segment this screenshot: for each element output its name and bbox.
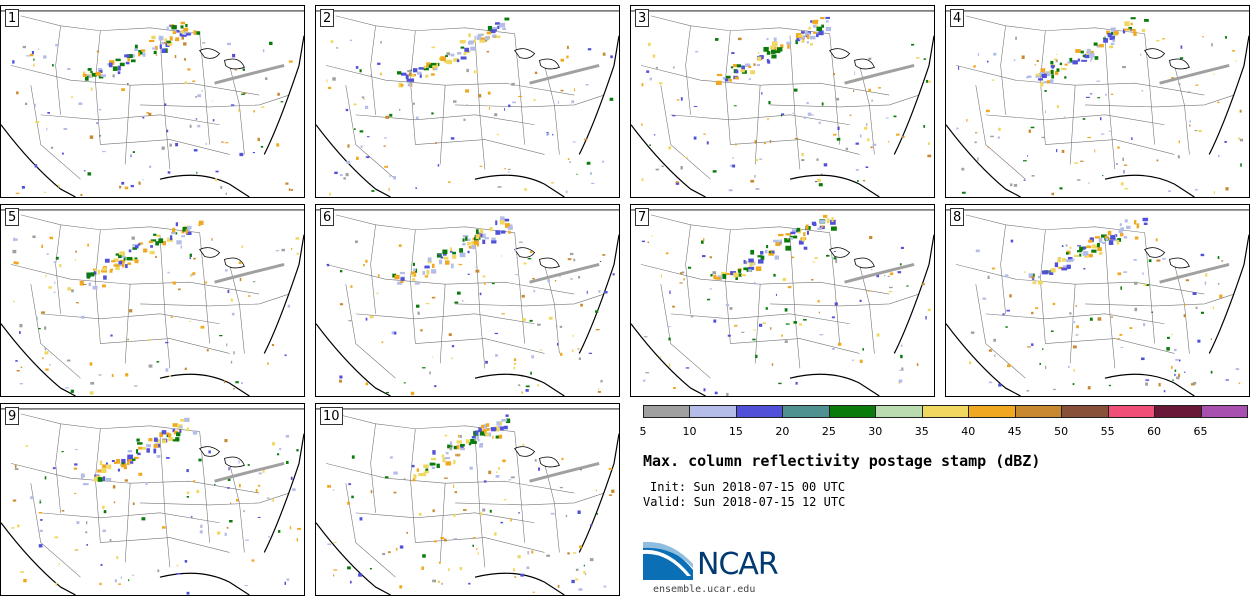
colorbar-swatch [1200,405,1248,418]
colorbar-tick-label: 45 [1007,425,1022,438]
member-number: 6 [320,208,335,226]
reflectivity-map [1,205,304,396]
colorbar-tick-label: 60 [1147,425,1162,438]
colorbar-swatch [968,405,1016,418]
colorbar-tick-label: 5 [639,425,647,438]
member-number: 2 [320,9,335,27]
figure-title: Max. column reflectivity postage stamp (… [643,452,1041,470]
colorbar-tick-label: 35 [914,425,929,438]
ensemble-member-map: 5 [0,204,305,397]
ensemble-member-map: 4 [945,5,1250,198]
reflectivity-map [1,404,304,595]
ncar-logo-icon [643,541,693,580]
colorbar-tick-label: 15 [728,425,743,438]
member-number: 10 [320,407,343,425]
colorbar-swatch [1061,405,1109,418]
member-number: 7 [635,208,650,226]
reflectivity-colorbar: 5 10 15 20 25 30 35 40 45 50 55 60 65 [639,405,1248,445]
ensemble-member-map: 2 [315,5,620,198]
colorbar-tick-label: 65 [1193,425,1208,438]
member-number: 8 [950,208,965,226]
colorbar-swatch [828,405,877,418]
member-number: 3 [635,9,650,27]
colorbar-swatch [735,405,784,418]
reflectivity-map [316,205,619,396]
colorbar-swatch [1154,405,1202,418]
reflectivity-map [316,6,619,197]
reflectivity-map [631,205,934,396]
colorbar-tick-label: 20 [775,425,790,438]
ensemble-member-map: 9 [0,403,305,596]
colorbar-tick-label: 50 [1054,425,1069,438]
reflectivity-map [316,404,619,595]
logo-url: ensemble.ucar.edu [653,584,756,595]
reflectivity-map [631,6,934,197]
valid-time: Valid: Sun 2018-07-15 12 UTC [643,495,846,509]
member-number: 9 [5,407,20,425]
colorbar-tick-label: 40 [961,425,976,438]
colorbar-swatch [875,405,923,418]
reflectivity-map [946,6,1249,197]
reflectivity-map [946,205,1249,396]
member-number: 4 [950,9,965,27]
colorbar-swatch [921,405,970,418]
ncar-logo-text: NCAR [697,547,779,582]
colorbar-tick-label: 55 [1100,425,1115,438]
colorbar-tick-label: 10 [682,425,697,438]
colorbar-swatch [1107,405,1156,418]
ensemble-member-map: 1 [0,5,305,198]
ensemble-member-map: 10 [315,403,620,596]
ensemble-member-map: 3 [630,5,935,198]
ensemble-member-map: 7 [630,204,935,397]
colorbar-swatch [1014,405,1063,418]
colorbar-swatch [643,405,691,418]
colorbar-swatch [782,405,830,418]
member-number: 1 [5,9,20,27]
member-number: 5 [5,208,20,226]
init-time: Init: Sun 2018-07-15 00 UTC [650,480,846,494]
ensemble-member-map: 8 [945,204,1250,397]
colorbar-tick-label: 30 [868,425,883,438]
colorbar-tick-label: 25 [821,425,836,438]
ensemble-member-map: 6 [315,204,620,397]
reflectivity-map [1,6,304,197]
colorbar-swatch [689,405,737,418]
